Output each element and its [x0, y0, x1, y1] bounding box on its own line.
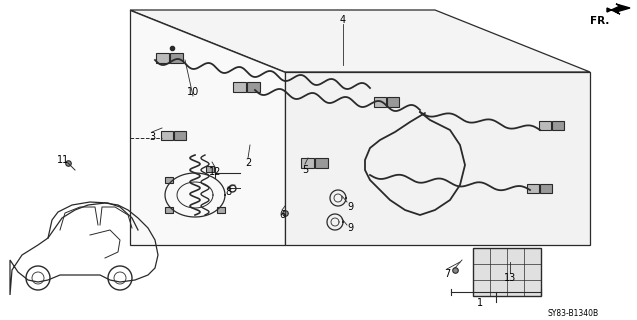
Text: 7: 7 — [444, 269, 450, 279]
FancyBboxPatch shape — [155, 53, 169, 63]
Polygon shape — [607, 4, 630, 14]
Polygon shape — [130, 10, 590, 72]
Text: 3: 3 — [149, 132, 155, 142]
Text: 6: 6 — [279, 210, 285, 220]
Polygon shape — [285, 72, 590, 245]
Text: 5: 5 — [302, 165, 308, 175]
Text: 12: 12 — [209, 167, 221, 177]
Text: 2: 2 — [245, 158, 251, 168]
Polygon shape — [130, 10, 285, 245]
FancyBboxPatch shape — [374, 97, 386, 107]
FancyBboxPatch shape — [387, 97, 399, 107]
FancyBboxPatch shape — [473, 248, 541, 296]
FancyBboxPatch shape — [217, 207, 225, 213]
Text: 4: 4 — [340, 15, 346, 25]
FancyBboxPatch shape — [552, 121, 564, 130]
Text: 8: 8 — [225, 187, 231, 197]
Text: 9: 9 — [347, 202, 353, 212]
FancyBboxPatch shape — [206, 166, 214, 172]
Text: FR.: FR. — [590, 16, 610, 26]
Text: 9: 9 — [347, 223, 353, 233]
FancyBboxPatch shape — [165, 207, 173, 213]
Text: 1: 1 — [477, 298, 483, 308]
FancyBboxPatch shape — [540, 183, 552, 193]
FancyBboxPatch shape — [248, 82, 261, 92]
FancyBboxPatch shape — [165, 177, 173, 183]
FancyBboxPatch shape — [174, 131, 186, 140]
Text: 11: 11 — [57, 155, 69, 165]
FancyBboxPatch shape — [301, 158, 315, 168]
Text: 10: 10 — [187, 87, 199, 97]
Text: SY83-B1340B: SY83-B1340B — [548, 309, 599, 318]
FancyBboxPatch shape — [169, 53, 182, 63]
Text: 13: 13 — [504, 273, 516, 283]
FancyBboxPatch shape — [161, 131, 173, 140]
FancyBboxPatch shape — [234, 82, 247, 92]
FancyBboxPatch shape — [315, 158, 329, 168]
FancyBboxPatch shape — [527, 183, 539, 193]
FancyBboxPatch shape — [539, 121, 551, 130]
